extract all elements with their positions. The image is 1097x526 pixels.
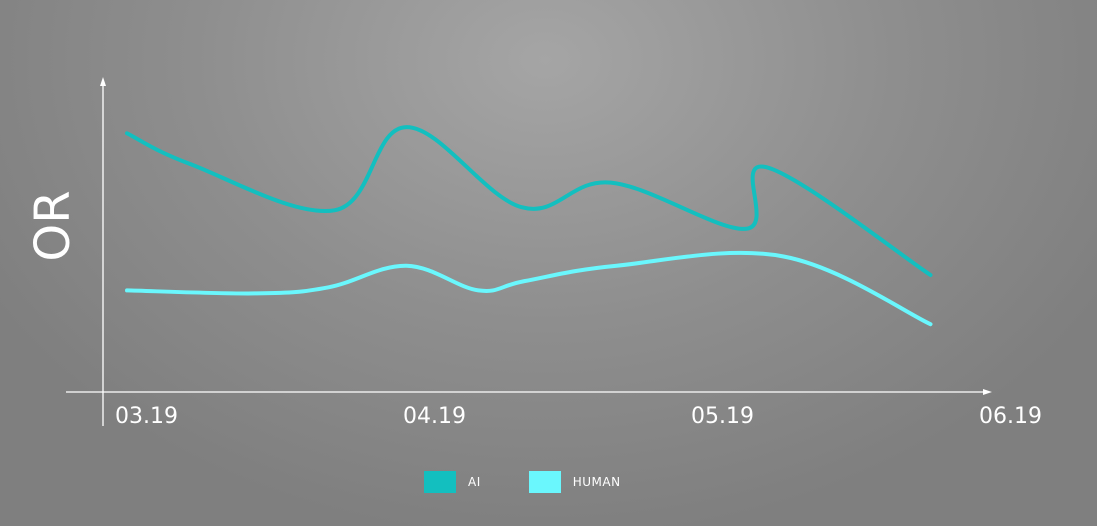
legend-label-ai: AI — [468, 475, 481, 489]
x-tick-label: 03.19 — [115, 404, 178, 429]
legend-item-ai: AI — [424, 471, 481, 493]
legend: AI HUMAN — [424, 471, 669, 493]
legend-swatch-human — [528, 471, 561, 493]
x-tick-label: 06.19 — [979, 404, 1042, 429]
legend-label-human: HUMAN — [572, 475, 621, 489]
x-tick-label: 04.19 — [403, 404, 466, 429]
x-axis-arrow — [983, 389, 992, 395]
series-line-ai — [125, 125, 933, 277]
y-axis-label: OR — [25, 190, 81, 261]
series-line-human — [125, 250, 933, 327]
x-tick-label: 05.19 — [691, 404, 754, 429]
legend-item-human: HUMAN — [528, 471, 621, 493]
y-axis-arrow — [100, 77, 106, 86]
legend-swatch-ai — [424, 471, 456, 493]
